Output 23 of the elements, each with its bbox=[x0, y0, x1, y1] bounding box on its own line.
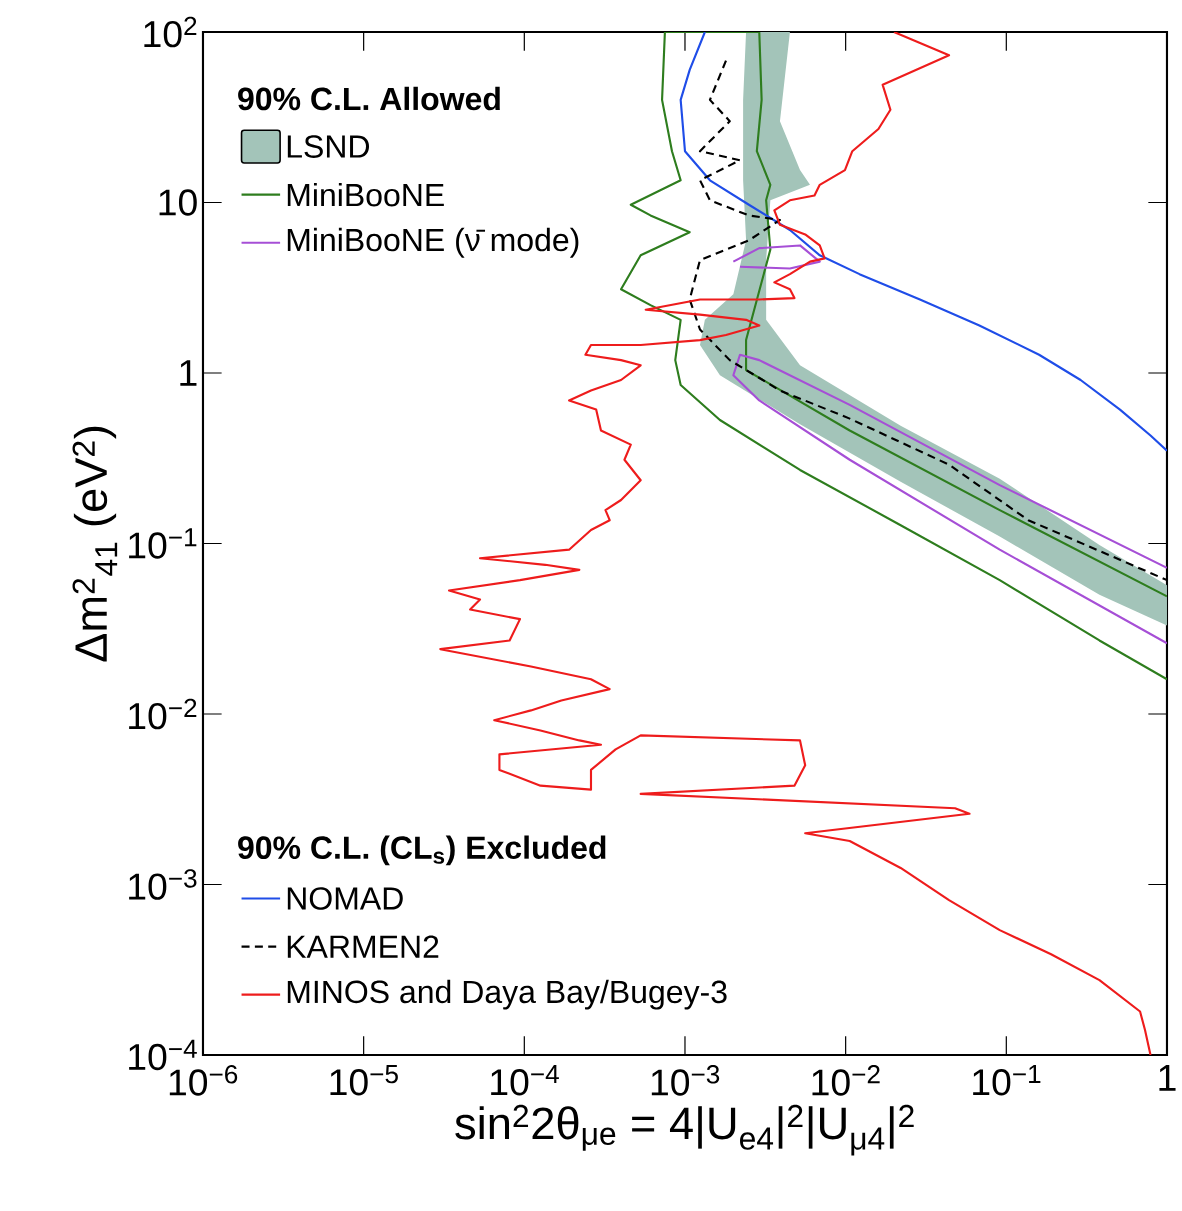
y-tick-label: 10$^{−3}$ bbox=[129, 869, 197, 900]
y-tick-label: 1 bbox=[180, 360, 197, 386]
x-tick-label: 1 bbox=[1159, 1065, 1176, 1091]
legend-label: MiniBooNE bbox=[287, 182, 444, 207]
y-tick-label: 10 bbox=[159, 189, 197, 216]
annotation: 90% C.L. (CL$_{s}$) Excluded bbox=[238, 835, 606, 866]
x-tick-label: 10$^{−2}$ bbox=[812, 1065, 880, 1096]
legend-label: MiniBooNE (ν̄ mode) bbox=[287, 227, 579, 258]
y-axis-title: Δm$^{2}$$_{41}$ (eV$^{2}$) bbox=[72, 426, 118, 662]
text: sin$^{2}$2θ$_{μe}$ = 4|U$_{e4}$|$^{2}$|U$_{μ4}$|$^{2}$ bbox=[455, 1104, 914, 1156]
x-tick-label: 10$^{−5}$ bbox=[330, 1065, 398, 1096]
x-tick-label: 10$^{−4}$ bbox=[491, 1065, 559, 1096]
x-tick-label: 10$^{−3}$ bbox=[651, 1065, 720, 1096]
legend-title: 90% C.L. Allowed bbox=[238, 86, 500, 111]
x-tick-label: 10$^{−1}$ bbox=[973, 1065, 1041, 1096]
legend-label: KARMEN2 bbox=[287, 935, 439, 958]
y-tick-label: 10$^{−2}$ bbox=[129, 698, 197, 730]
legend-label: NOMAD bbox=[287, 887, 403, 910]
y-tick-label: 10$^{−1}$ bbox=[129, 528, 197, 559]
legend-label: MINOS and Daya Bay/Bugey-3 bbox=[287, 979, 727, 1010]
legend-label: LSND bbox=[287, 135, 370, 158]
y-tick-label: 10$^{2}$ bbox=[144, 16, 197, 48]
x-tick-label: 10$^{−6}$ bbox=[169, 1065, 238, 1096]
